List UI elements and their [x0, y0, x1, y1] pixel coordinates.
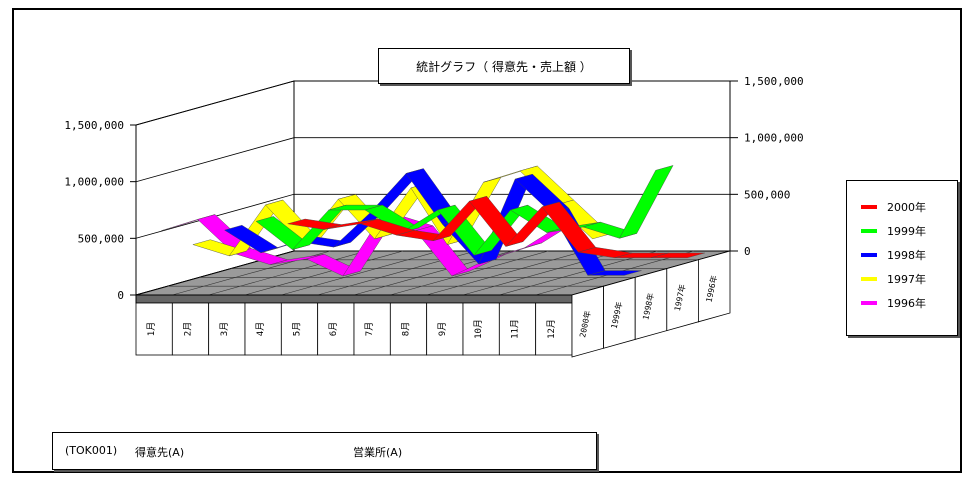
- category-cell: [353, 302, 391, 356]
- floor-edge: [135, 294, 573, 304]
- category-cell: [171, 302, 210, 356]
- legend-item: 2000年: [861, 195, 957, 219]
- x-tick-label: 2月: [183, 322, 194, 336]
- legend-label: 2000年: [887, 201, 926, 214]
- x-tick-label: 4月: [255, 322, 266, 336]
- category-cell: [389, 302, 428, 356]
- x-tick-label: 10月: [473, 319, 484, 339]
- chart-frame: 0 500,000 1,000,000 1,500,000 0 500,000 1,000,…: [12, 8, 962, 473]
- series-segment: [650, 252, 705, 259]
- y-tick-label-left: 0: [117, 289, 124, 302]
- legend-swatch: [861, 277, 877, 281]
- floor-gridline: [244, 250, 404, 296]
- legend-swatch: [861, 301, 877, 305]
- category-cell: [244, 302, 282, 356]
- legend: 2000年 1999年 1998年 1997年 1996年: [846, 180, 958, 336]
- chart-title-box: 統計グラフ（ 得意先・売上額 ）: [378, 48, 630, 84]
- series-segment: [587, 270, 642, 276]
- x-tick-label: 12月: [546, 319, 557, 339]
- chart-title: 統計グラフ（ 得意先・売上額 ）: [416, 59, 592, 74]
- floor-gridline: [499, 250, 658, 296]
- gridline: [135, 137, 730, 183]
- floor-gridline: [208, 250, 367, 296]
- series-cell: [698, 250, 731, 323]
- category-cell: [208, 302, 246, 356]
- series-segment: [619, 165, 674, 239]
- legend-swatch: [861, 253, 877, 257]
- legend-item: 1998年: [861, 243, 957, 267]
- legend-swatch: [861, 229, 877, 233]
- customer-code: (TOK001): [65, 444, 118, 457]
- category-cell: [317, 302, 355, 356]
- x-tick-label: 3月: [219, 322, 230, 336]
- chart-plot: 0 500,000 1,000,000 1,500,000 0 500,000 1,000,…: [64, 75, 804, 358]
- x-tick-label: 5月: [292, 322, 303, 336]
- x-tick-label: 1月: [146, 322, 157, 336]
- legend-label: 1996年: [887, 297, 926, 310]
- floor-gridline: [281, 250, 440, 296]
- legend-label: 1997年: [887, 273, 926, 286]
- category-cell: [135, 302, 173, 356]
- category-cell: [426, 302, 464, 356]
- y-tick-label-left: 500,000: [78, 232, 124, 245]
- x-tick-label: 11月: [510, 319, 521, 339]
- x-tick-label: 7月: [364, 322, 375, 336]
- category-cell: [498, 302, 537, 356]
- category-cell: [462, 302, 500, 356]
- x-tick-label: 9月: [437, 322, 448, 336]
- y-tick-label-right: 0: [744, 245, 751, 258]
- y-tick-label-right: 1,000,000: [744, 132, 804, 145]
- legend-label: 1999年: [887, 225, 926, 238]
- x-tick-label: 6月: [328, 322, 339, 336]
- floor-gridline: [426, 250, 585, 296]
- x-tick-label: 8月: [401, 322, 412, 336]
- floor-gridline: [390, 250, 549, 296]
- y-tick-label-left: 1,000,000: [64, 176, 124, 189]
- gridline: [135, 193, 730, 239]
- legend-label: 1998年: [887, 249, 926, 262]
- office-name: 営業所(A): [353, 446, 403, 459]
- legend-item: 1996年: [861, 291, 957, 315]
- customer-name: 得意先(A): [135, 446, 185, 459]
- info-box: (TOK001) 得意先(A) 営業所(A): [52, 432, 597, 470]
- y-tick-label-left: 1,500,000: [64, 119, 124, 132]
- legend-item: 1999年: [861, 219, 957, 243]
- legend-swatch: [861, 205, 877, 209]
- y-tick-label-right: 1,500,000: [744, 75, 804, 88]
- y-tick-label-right: 500,000: [744, 188, 790, 201]
- legend-item: 1997年: [861, 267, 957, 291]
